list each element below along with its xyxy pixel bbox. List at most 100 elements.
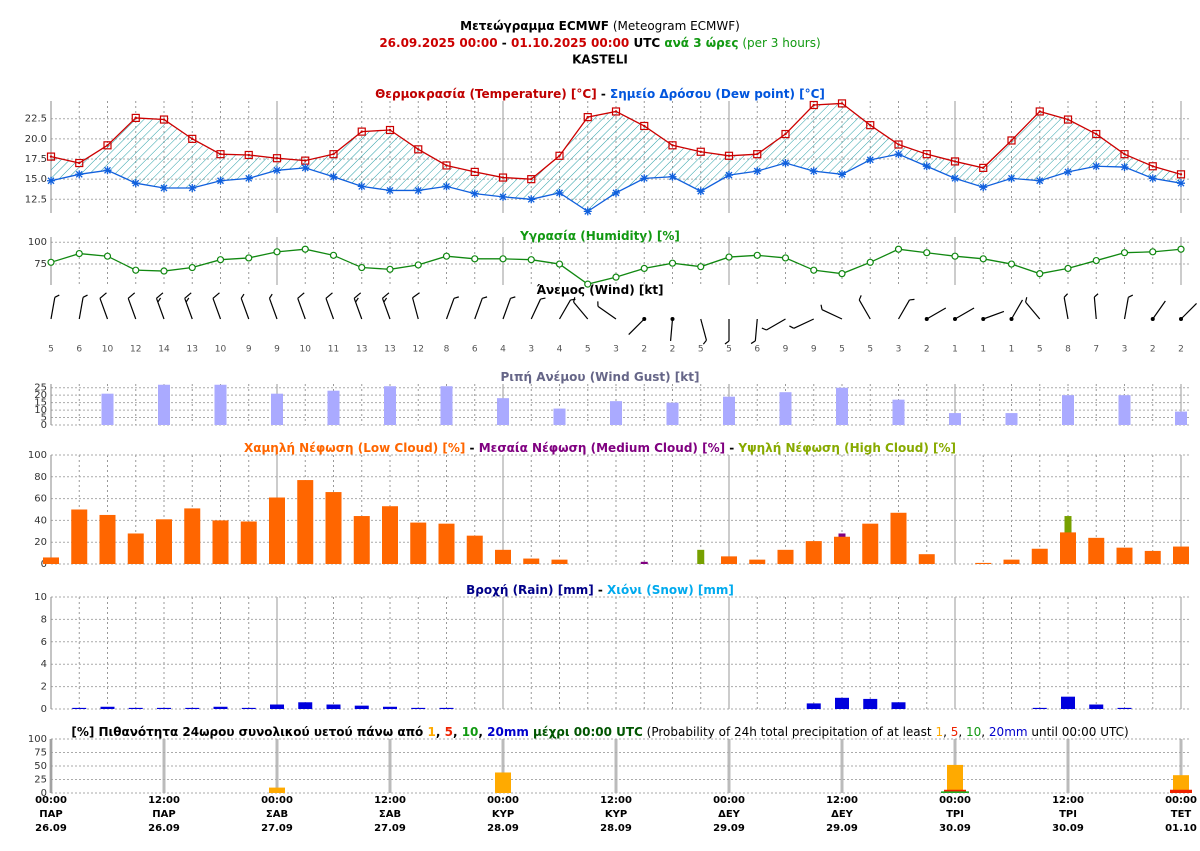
marker-box — [216, 150, 225, 159]
wind-barb — [1123, 294, 1134, 320]
temp-marker — [753, 150, 762, 159]
marker-box — [131, 113, 140, 123]
bar — [1061, 696, 1075, 709]
wind-speed-label: 4 — [500, 345, 506, 355]
marker-dot — [530, 177, 533, 181]
humidity-marker — [499, 255, 507, 263]
wind-barb — [700, 318, 708, 345]
x-time-label: 12:00 — [600, 795, 632, 806]
dew-marker — [866, 155, 875, 164]
wind-barb — [1063, 293, 1069, 320]
bar — [890, 512, 907, 564]
panel-title-part: - — [597, 87, 610, 101]
wind-barb — [1009, 299, 1024, 321]
barb-feather — [1093, 293, 1099, 298]
y-tick-label: 5 — [41, 413, 47, 424]
barb-feather — [540, 297, 546, 300]
subtitle-part: 01.10.2025 00:00 — [511, 36, 629, 50]
bar — [156, 519, 172, 564]
bar — [72, 707, 87, 709]
bar — [862, 523, 879, 564]
bar — [240, 521, 257, 564]
y-tick-label: 20 — [34, 537, 47, 548]
bar — [382, 506, 398, 564]
subtitle-part: ανά 3 ώρες — [660, 36, 738, 50]
y-tick-label: 100 — [28, 237, 47, 248]
wind-speed-label: 2 — [670, 345, 676, 355]
humidity-marker — [894, 245, 903, 253]
dew-marker — [1177, 179, 1185, 188]
bar — [495, 549, 511, 564]
dew-marker — [357, 182, 366, 191]
wind-speed-label: 5 — [48, 345, 54, 355]
bar — [438, 523, 455, 564]
panel-title-part: , — [958, 725, 966, 739]
barb-staff — [558, 299, 572, 320]
marker-dot — [78, 161, 81, 165]
humidity-marker — [527, 256, 535, 264]
marker-dot — [925, 152, 928, 156]
barb-feather — [820, 304, 823, 310]
x-day-label: ΔΕΥ — [831, 809, 854, 820]
dew-marker — [1007, 174, 1016, 183]
x-time-label: 00:00 — [487, 795, 519, 806]
panel-title: Άνεμος (Wind) [kt] — [536, 283, 663, 297]
dew-marker — [301, 163, 310, 172]
x-time-label: 00:00 — [939, 795, 971, 806]
humidity-marker — [47, 258, 55, 266]
panel-title-part: Χαμηλή Νέφωση (Low Cloud) [%] — [244, 441, 465, 455]
marker-dot — [332, 152, 335, 156]
dew-marker — [414, 186, 423, 195]
bar — [863, 698, 878, 709]
marker-dot — [49, 155, 53, 158]
barb-feather — [99, 292, 107, 299]
temp-marker — [611, 107, 621, 116]
marker-dot — [699, 150, 702, 153]
panel-title: Ριπή Ανέμου (Wind Gust) [kt] — [501, 370, 700, 384]
wind-barb — [445, 296, 459, 320]
dew-marker — [838, 170, 846, 179]
wind-speed-label: 6 — [472, 345, 478, 355]
calm-dot — [1150, 317, 1155, 321]
temp-marker — [75, 158, 84, 168]
bar — [697, 549, 705, 564]
bar — [212, 520, 229, 564]
wind-barb — [127, 292, 137, 320]
dew-marker — [103, 166, 112, 175]
x-day-label: ΚΥΡ — [492, 809, 514, 820]
barb-staff — [628, 318, 645, 335]
marker-box — [979, 163, 988, 172]
wind-barb — [297, 292, 306, 320]
barb-staff — [1025, 301, 1041, 320]
marker-dot — [897, 143, 900, 146]
bar — [100, 706, 115, 709]
dew-marker — [386, 186, 394, 195]
barb-staff — [268, 298, 278, 320]
wind-speed-label: 9 — [246, 345, 252, 355]
bar — [553, 408, 566, 425]
marker-box — [442, 161, 451, 170]
x-date-label: 26.09 — [148, 823, 180, 834]
x-date-label: 27.09 — [374, 823, 406, 834]
humidity-marker — [1177, 245, 1185, 253]
bar — [326, 704, 341, 709]
bar — [127, 533, 144, 564]
barb-staff — [502, 298, 512, 320]
marker-dot — [1095, 132, 1098, 136]
y-tick-label: 17.5 — [25, 154, 47, 165]
marker-box — [837, 99, 847, 108]
barb-staff — [1180, 303, 1197, 320]
humidity-marker — [471, 255, 479, 263]
barb-feather — [382, 292, 390, 299]
humidity-marker — [640, 264, 648, 273]
panel-title: Βροχή (Rain) [mm] - Χιόνι (Snow) [mm] — [466, 583, 734, 597]
barb-feather — [1063, 293, 1069, 298]
bar — [610, 401, 622, 425]
barb-feather — [157, 297, 162, 303]
marker-dot — [643, 124, 646, 128]
bar — [101, 393, 114, 425]
bar — [439, 707, 454, 709]
wind-barb — [573, 297, 589, 320]
wind-speed-label: 10 — [102, 345, 114, 355]
barb-feather — [510, 296, 516, 299]
